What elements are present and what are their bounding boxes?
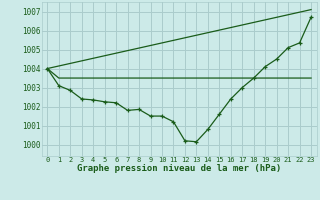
X-axis label: Graphe pression niveau de la mer (hPa): Graphe pression niveau de la mer (hPa) [77, 164, 281, 173]
